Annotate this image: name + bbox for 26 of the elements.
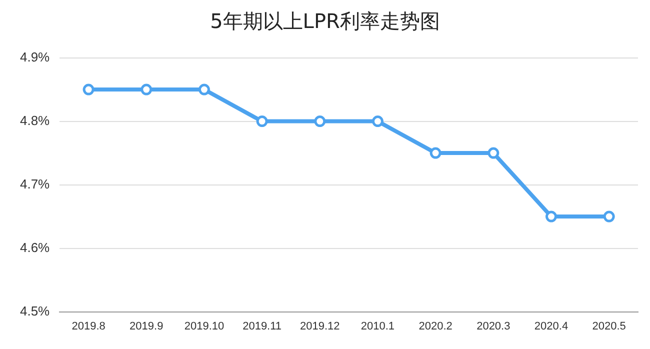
point bbox=[603, 210, 615, 222]
y-tick-label: 4.5% bbox=[20, 303, 50, 318]
y-tick-label: 4.7% bbox=[20, 176, 50, 192]
x-tick-label: 2020.3 bbox=[476, 320, 510, 332]
point bbox=[488, 147, 500, 159]
x-tick-label: 2019.11 bbox=[242, 320, 282, 332]
point bbox=[82, 84, 94, 96]
x-tick-label: 2010.1 bbox=[360, 320, 395, 332]
x-tick-label: 2019.8 bbox=[72, 320, 106, 332]
x-tick-label: 2020.4 bbox=[534, 320, 568, 332]
point bbox=[430, 147, 442, 159]
x-tick-label: 2019.9 bbox=[130, 320, 164, 332]
y-tick-label: 4.9% bbox=[20, 49, 50, 64]
point bbox=[256, 116, 268, 128]
y-tick-label: 4.6% bbox=[20, 240, 50, 255]
point bbox=[545, 210, 557, 222]
x-tick-label: 2019.12 bbox=[300, 320, 340, 332]
point bbox=[140, 84, 152, 96]
point bbox=[314, 116, 326, 128]
point bbox=[198, 84, 210, 96]
x-tick-label: 2019.10 bbox=[184, 320, 224, 332]
y-tick-label: 4.8% bbox=[20, 112, 50, 128]
chart-title: 5年期以上LPR利率走势图 bbox=[209, 8, 441, 35]
x-tick-label: 2020.2 bbox=[418, 320, 452, 332]
x-tick-label: 2020.5 bbox=[592, 320, 626, 332]
point bbox=[372, 116, 384, 128]
